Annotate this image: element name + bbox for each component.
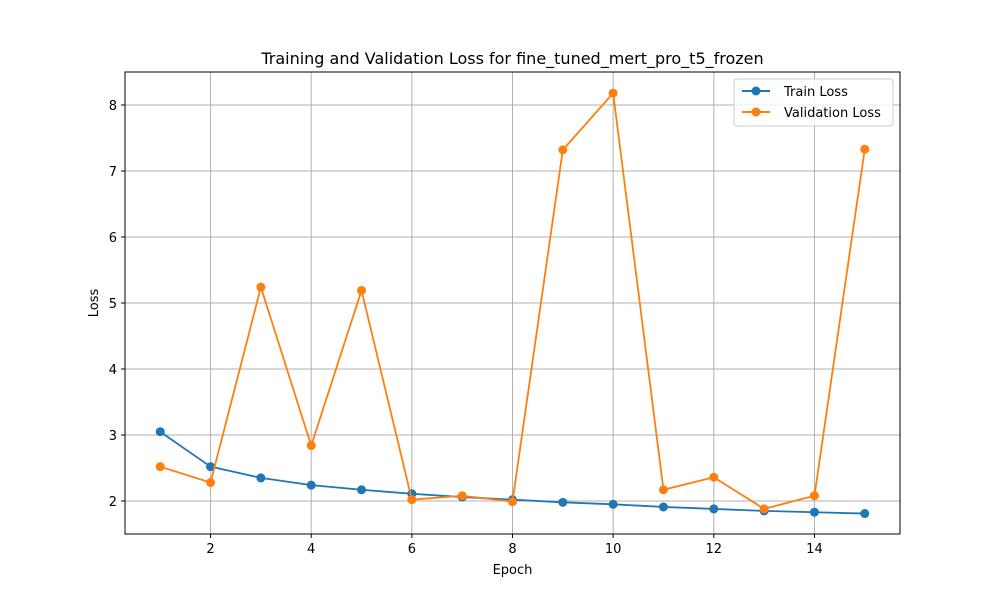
legend: Train Loss Validation Loss (733, 78, 894, 127)
data-point-validation-loss (256, 282, 266, 292)
x-tick-label: 8 (508, 542, 516, 557)
data-point-validation-loss (457, 491, 467, 501)
series-validation-loss (155, 88, 870, 514)
data-point-validation-loss (306, 441, 316, 451)
y-tick-label: 2 (109, 495, 117, 510)
data-point-validation-loss (357, 285, 367, 295)
data-point-validation-loss (759, 504, 769, 514)
y-tick-label: 8 (109, 99, 117, 114)
x-tick-label: 4 (307, 542, 315, 557)
y-tick-label: 3 (109, 429, 117, 444)
data-point-train-loss (558, 497, 568, 507)
data-point-train-loss (658, 502, 668, 512)
legend-box (733, 78, 894, 127)
x-tick-label: 14 (806, 542, 823, 557)
data-point-train-loss (256, 473, 266, 483)
x-axis-label: Epoch (493, 563, 533, 578)
y-tick-label: 5 (109, 297, 117, 312)
data-point-validation-loss (709, 472, 719, 482)
x-tick-label: 6 (408, 542, 416, 557)
data-point-validation-loss (407, 495, 417, 505)
data-point-validation-loss (206, 478, 216, 488)
data-point-validation-loss (155, 462, 165, 472)
data-point-validation-loss (558, 145, 568, 155)
grid (125, 72, 900, 534)
data-point-validation-loss (508, 497, 517, 507)
legend-marker-train (751, 86, 761, 96)
data-point-train-loss (155, 427, 165, 437)
data-point-train-loss (357, 485, 367, 495)
x-tick-label: 10 (605, 542, 622, 557)
x-tick-label: 12 (706, 542, 723, 557)
series (155, 88, 870, 519)
data-point-validation-loss (608, 88, 618, 98)
chart-title: Training and Validation Loss for fine_tu… (260, 49, 763, 69)
data-point-train-loss (809, 507, 819, 517)
legend-label-train: Train Loss (783, 85, 848, 100)
data-point-train-loss (709, 504, 719, 514)
data-point-validation-loss (809, 491, 819, 501)
y-tick-label: 7 (109, 165, 117, 180)
data-point-train-loss (306, 480, 316, 490)
axis-ticks: 2 4 6 8 10 12 14 2 3 4 5 6 7 8 (109, 99, 823, 557)
y-tick-label: 6 (109, 231, 117, 246)
data-point-train-loss (860, 509, 870, 519)
data-point-validation-loss (860, 144, 870, 154)
legend-label-validation: Validation Loss (784, 106, 881, 121)
y-tick-label: 4 (109, 363, 117, 378)
x-tick-label: 2 (206, 542, 214, 557)
y-axis-label: Loss (87, 289, 102, 318)
data-point-train-loss (608, 499, 618, 509)
legend-marker-validation (751, 107, 761, 117)
data-point-validation-loss (658, 485, 668, 495)
data-point-train-loss (206, 462, 216, 472)
